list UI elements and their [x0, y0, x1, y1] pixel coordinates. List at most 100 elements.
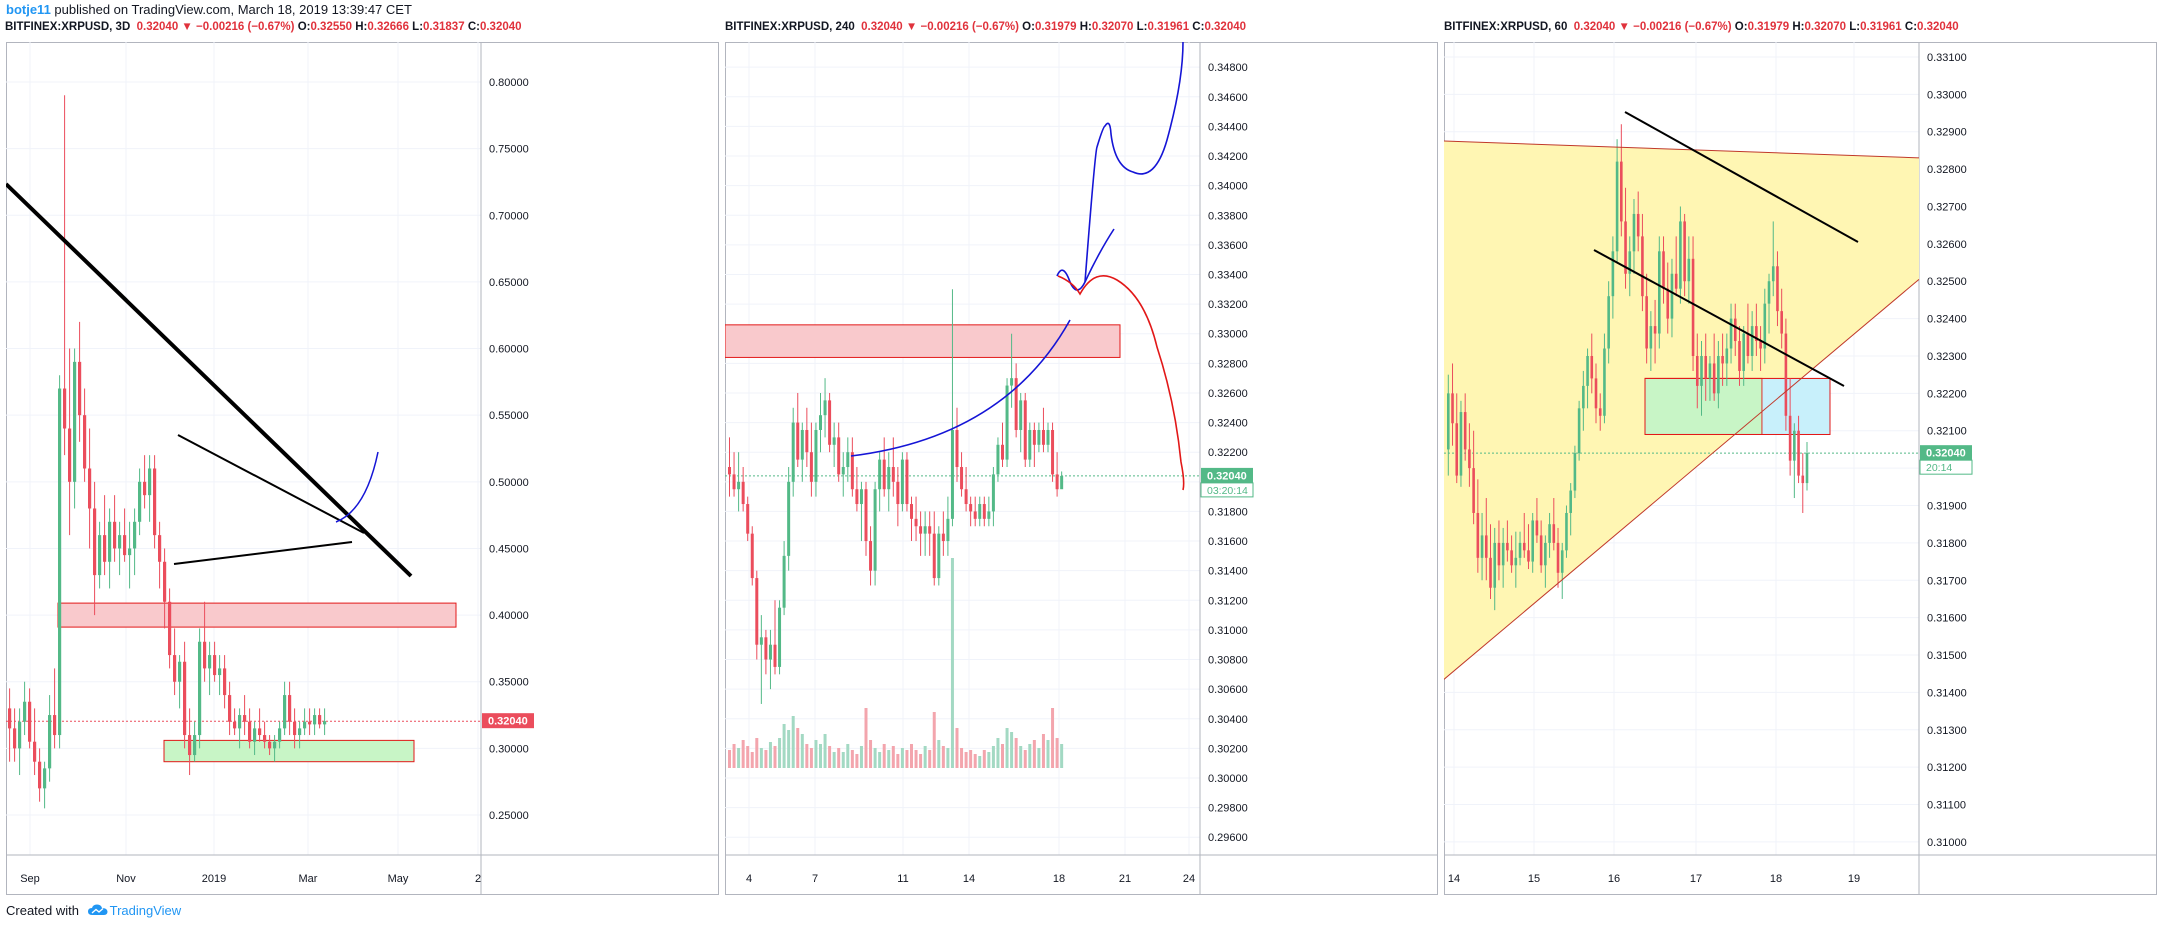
volume-bar	[946, 748, 950, 768]
candle-body	[732, 474, 736, 490]
candle-body	[1468, 449, 1471, 469]
candle-body	[996, 444, 1000, 475]
candle-body	[964, 489, 968, 505]
chart-pane-60[interactable]: 0.33100 0.33000 0.32900 0.32800 0.32700 0.326…	[1444, 42, 2157, 895]
pane-1-close: 0.32040	[479, 21, 522, 33]
candle-body	[33, 741, 37, 762]
candle-body	[1607, 296, 1610, 349]
drawings-front	[850, 42, 1185, 491]
volume-bar	[796, 728, 800, 768]
candle-body	[258, 728, 262, 736]
candle-body	[1518, 542, 1522, 558]
y-tick-label: 0.80000	[489, 77, 529, 89]
candle-body	[910, 504, 913, 519]
candle-body	[1028, 429, 1032, 460]
tradingview-link[interactable]: TradingView	[109, 903, 182, 918]
volume-bar	[846, 744, 850, 768]
volume-bar	[755, 738, 759, 768]
volume-bar	[905, 750, 909, 768]
volume-bar	[887, 750, 891, 768]
x-tick-label: 14	[963, 873, 975, 885]
price-label-text: 0.32040	[1926, 448, 1966, 460]
candle-body	[846, 452, 850, 468]
pane-1-last: 0.32040	[136, 21, 179, 33]
candle-body	[1759, 341, 1762, 349]
author-link[interactable]: botje11	[6, 2, 51, 17]
candle-body	[198, 641, 202, 736]
y-tick-label: 0.32900	[1927, 127, 1967, 139]
candle-body	[118, 535, 122, 549]
volume-bar	[1019, 746, 1023, 768]
y-tick-label: 0.45000	[489, 543, 529, 555]
chart-pane-240[interactable]: 0.34800 0.34600 0.34400 0.34200 0.34000 0.338…	[725, 42, 1438, 895]
y-tick-label: 0.35000	[489, 677, 529, 689]
candle-body	[238, 715, 242, 729]
candle-body	[768, 644, 772, 660]
candle-body	[1472, 468, 1475, 513]
trendline-major	[6, 182, 413, 578]
volume-bar	[778, 738, 782, 768]
candle-body	[1683, 221, 1686, 282]
y-tick-label: 0.29600	[1208, 832, 1248, 844]
candle-body	[73, 361, 77, 482]
volume-bar	[969, 750, 973, 768]
candle-body	[1046, 429, 1050, 445]
candle-body	[932, 533, 936, 579]
volume-bar	[768, 742, 772, 768]
candle-body	[1497, 542, 1501, 566]
candle-body	[1717, 355, 1720, 394]
volume-bar	[1055, 738, 1059, 768]
volume-bar	[941, 746, 945, 768]
candle-body	[1767, 281, 1771, 304]
candle-body	[273, 741, 277, 749]
candle-body	[1763, 303, 1767, 349]
y-tick-label: 0.33000	[1208, 329, 1248, 341]
candle-body	[8, 708, 12, 729]
candle-body	[13, 728, 17, 749]
y-tick-label: 0.33600	[1208, 240, 1248, 252]
y-tick-label: 0.30000	[489, 743, 529, 755]
candle-body	[869, 541, 873, 571]
candle-body	[805, 429, 809, 453]
candle-body	[93, 508, 97, 576]
volume-bar	[832, 752, 836, 768]
candle-body	[298, 728, 302, 736]
pane-2-change: −0.00216 (−0.67%)	[920, 21, 1019, 33]
price-label-text: 0.32040	[1207, 470, 1247, 482]
drawings-front	[1444, 111, 1920, 680]
volume-bar	[996, 738, 1000, 768]
candle-body	[243, 715, 247, 722]
y-tick-label: 0.31400	[1208, 566, 1248, 578]
x-tick-label: 7	[812, 873, 818, 885]
x-tick-label: 4	[746, 873, 752, 885]
countdown-text: 20:14	[1926, 462, 1952, 474]
candle-body	[263, 735, 267, 742]
created-with-text: Created with	[6, 903, 79, 918]
down-arrow-icon: ▼	[905, 21, 918, 33]
y-tick-label: 0.75000	[489, 144, 529, 156]
candle-body	[1539, 535, 1543, 566]
volume-bar	[928, 750, 932, 768]
candle-body	[103, 535, 107, 562]
candle-body	[814, 429, 818, 482]
chart-pane-3d[interactable]: 0.80000 0.75000 0.70000 0.65000 0.60000 0.550…	[6, 42, 719, 895]
candle-body	[737, 481, 741, 490]
candle-body	[43, 768, 47, 789]
x-tick-label: 14	[1448, 873, 1460, 885]
price-label-bg	[1201, 467, 1253, 483]
candle-body	[323, 721, 327, 725]
pane-1-high: 0.32666	[367, 21, 409, 33]
volume-bar	[823, 734, 827, 768]
volume-bar	[809, 748, 813, 768]
candle-body	[941, 533, 945, 542]
volume-bar	[1041, 734, 1045, 768]
candle-body	[978, 504, 982, 519]
x-tick-label: 21	[1119, 873, 1131, 885]
candle-body	[1560, 550, 1564, 573]
candle-body	[18, 721, 22, 749]
candle-body	[1771, 266, 1775, 282]
candle-body	[1649, 326, 1653, 349]
candle-body	[882, 459, 886, 490]
candle-body	[1801, 475, 1805, 484]
y-tick-label: 0.32300	[1927, 351, 1967, 363]
